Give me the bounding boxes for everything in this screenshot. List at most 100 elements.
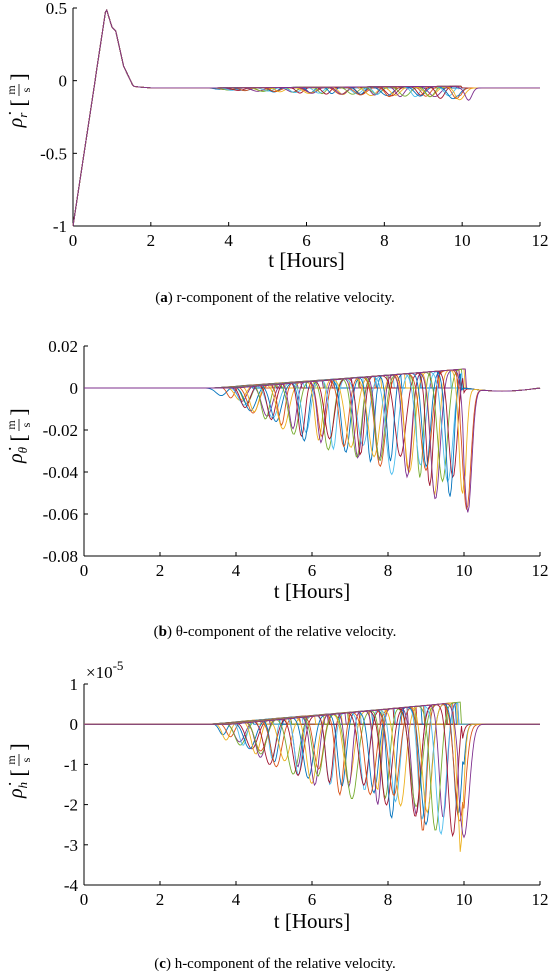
- svg-text:m: m: [4, 420, 18, 430]
- svg-text:[: [: [6, 434, 31, 441]
- x-tick-label: 2: [156, 561, 165, 580]
- series-line: [72, 8, 540, 227]
- series-line: [72, 8, 540, 227]
- y-tick-label: 0: [59, 72, 68, 91]
- series-line: [72, 8, 540, 227]
- panel-a: 0 2 4 6 8 10 12 -1 -0.5 0 0.5 t [Hours] ρ̇r m s []: [4, 0, 549, 272]
- series-line: [84, 710, 540, 797]
- series-line: [84, 706, 540, 805]
- x-tick-label: 12: [532, 890, 549, 909]
- series-line: [72, 8, 540, 227]
- svg-text:s: s: [19, 422, 33, 427]
- y-tick-label: -0.04: [43, 463, 79, 482]
- x-tick-label: 10: [456, 890, 473, 909]
- svg-text:m: m: [4, 85, 18, 95]
- series-line: [72, 8, 540, 227]
- y-axis-label: ρ̇r m s []: [4, 73, 33, 128]
- svg-text:ρ̇θ: ρ̇θ: [5, 446, 30, 464]
- series-line: [72, 8, 540, 227]
- series-line: [72, 8, 540, 227]
- y-tick-label: -0.08: [43, 547, 78, 566]
- caption-b: (b) θ-component of the relative velocity…: [153, 624, 397, 640]
- y-tick-label: 0: [70, 379, 79, 398]
- y-axis-label: ρ̇θ m s []: [4, 408, 33, 464]
- y-tick-label: 1: [70, 675, 79, 694]
- y-tick-label: -0.5: [40, 144, 67, 163]
- x-tick-label: 0: [69, 231, 78, 250]
- series-line: [84, 702, 540, 814]
- y-axis-label: ρ̇h m s []: [4, 743, 33, 799]
- series-group: [84, 368, 541, 513]
- y-tick-label: -1: [64, 755, 78, 774]
- series-line: [72, 8, 540, 227]
- series-line: [72, 8, 540, 227]
- x-tick-label: 12: [532, 231, 549, 250]
- x-tick-label: 0: [80, 890, 89, 909]
- series-line: [72, 8, 540, 227]
- series-line: [72, 8, 540, 227]
- series-line: [72, 8, 540, 227]
- series-line: [84, 708, 540, 799]
- x-tick-label: 4: [232, 890, 241, 909]
- series-line: [72, 8, 540, 227]
- series-line: [72, 8, 540, 227]
- y-tick-label: -4: [64, 876, 79, 895]
- series-line: [72, 8, 540, 227]
- series-line: [84, 705, 540, 800]
- x-axis-label: t [Hours]: [274, 909, 350, 933]
- series-line: [84, 704, 540, 803]
- series-line: [72, 8, 540, 227]
- series-line: [72, 8, 540, 227]
- series-line: [84, 704, 540, 808]
- series-line: [72, 8, 540, 227]
- series-line: [72, 8, 540, 227]
- series-line: [72, 8, 540, 227]
- series-line: [72, 8, 540, 227]
- series-line: [84, 702, 540, 852]
- svg-text:m: m: [4, 755, 18, 765]
- series-line: [72, 8, 540, 227]
- series-line: [84, 374, 541, 447]
- y-tick-label: 0: [70, 715, 79, 734]
- series-line: [72, 8, 540, 227]
- axis-multiplier: ×10-5: [86, 658, 123, 682]
- svg-text:[: [: [6, 99, 31, 106]
- series-line: [72, 8, 540, 227]
- svg-text:ρ̇r: ρ̇r: [5, 112, 30, 129]
- x-tick-label: 8: [384, 561, 393, 580]
- series-line: [72, 8, 540, 227]
- series-line: [72, 8, 540, 227]
- series-line: [72, 8, 540, 227]
- series-line: [84, 715, 540, 765]
- x-tick-label: 0: [80, 561, 89, 580]
- series-line: [72, 8, 540, 227]
- series-line: [84, 706, 540, 794]
- y-tick-label: -0.06: [43, 505, 78, 524]
- series-line: [72, 8, 540, 227]
- y-tick-label: -2: [64, 796, 78, 815]
- caption-a: (a) r-component of the relative velocity…: [155, 290, 395, 306]
- series-line: [84, 702, 540, 808]
- y-tick-label: -0.02: [43, 421, 78, 440]
- series-line: [72, 8, 540, 227]
- series-line: [84, 705, 540, 806]
- series-line: [72, 8, 540, 227]
- series-line: [72, 8, 540, 227]
- series-line: [72, 8, 540, 227]
- series-group: [72, 8, 540, 227]
- series-line: [72, 8, 540, 227]
- series-line: [72, 8, 540, 227]
- series-line: [72, 8, 540, 227]
- series-line: [84, 369, 541, 513]
- y-tick-label: 0.02: [48, 337, 78, 356]
- panel-c: 0 2 4 6 8 10 12 -4 -3 -2 -1 0 1 t [Hours] ρ̇h m s [] ×10-5: [4, 658, 549, 933]
- series-line: [72, 8, 540, 227]
- series-line: [84, 704, 540, 797]
- series-line: [72, 8, 540, 227]
- x-tick-label: 10: [456, 561, 473, 580]
- series-line: [72, 8, 540, 227]
- series-line: [72, 8, 540, 227]
- series-line: [72, 8, 540, 227]
- series-line: [72, 8, 540, 227]
